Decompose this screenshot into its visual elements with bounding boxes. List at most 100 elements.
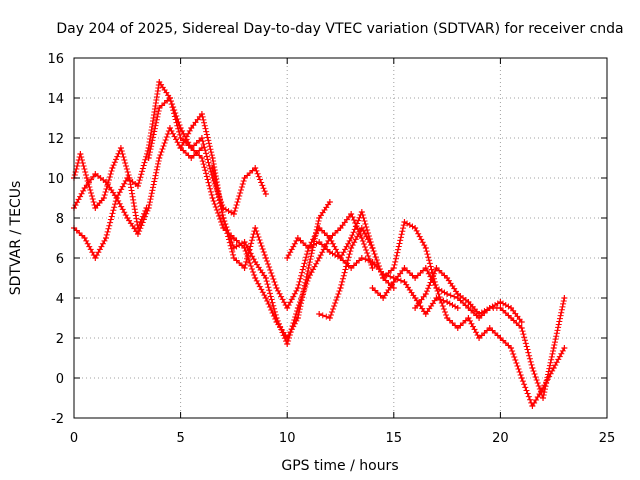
data-point bbox=[109, 165, 116, 171]
marker bbox=[545, 368, 552, 375]
marker bbox=[290, 243, 297, 250]
marker bbox=[255, 280, 262, 287]
marker bbox=[334, 227, 341, 234]
marker bbox=[159, 146, 166, 152]
data-point bbox=[316, 255, 323, 261]
marker bbox=[428, 276, 435, 283]
marker bbox=[258, 243, 265, 249]
marker bbox=[75, 196, 82, 203]
marker bbox=[146, 199, 153, 206]
marker bbox=[228, 245, 235, 252]
marker bbox=[304, 278, 311, 284]
marker bbox=[214, 188, 221, 195]
data-point bbox=[262, 295, 269, 301]
marker bbox=[263, 258, 270, 264]
marker bbox=[306, 262, 313, 269]
marker bbox=[210, 170, 217, 177]
marker bbox=[436, 294, 443, 300]
marker bbox=[174, 139, 181, 146]
marker bbox=[306, 259, 313, 266]
marker bbox=[148, 190, 155, 197]
marker bbox=[553, 330, 560, 337]
marker bbox=[151, 178, 158, 185]
marker bbox=[298, 272, 305, 279]
data-point bbox=[348, 235, 355, 241]
marker bbox=[124, 169, 131, 175]
marker bbox=[471, 326, 478, 333]
data-point bbox=[273, 315, 280, 321]
marker bbox=[80, 187, 87, 194]
marker bbox=[546, 362, 553, 369]
marker bbox=[104, 228, 111, 235]
data-point bbox=[102, 235, 109, 241]
marker bbox=[270, 302, 277, 309]
marker bbox=[256, 237, 263, 243]
marker bbox=[213, 207, 220, 213]
marker bbox=[80, 163, 87, 169]
marker bbox=[122, 212, 129, 219]
marker bbox=[202, 167, 209, 174]
marker bbox=[267, 293, 274, 300]
marker bbox=[78, 157, 85, 163]
data-point bbox=[369, 265, 376, 271]
marker bbox=[247, 243, 254, 250]
marker bbox=[140, 216, 147, 223]
marker bbox=[285, 335, 292, 341]
marker bbox=[360, 215, 367, 221]
marker bbox=[121, 157, 128, 163]
marker bbox=[211, 173, 218, 180]
data-point bbox=[209, 195, 216, 201]
marker bbox=[89, 196, 96, 202]
marker bbox=[206, 162, 213, 169]
marker bbox=[291, 317, 298, 323]
marker bbox=[233, 202, 240, 208]
marker bbox=[152, 172, 159, 179]
data-point bbox=[92, 255, 99, 261]
marker bbox=[468, 320, 475, 327]
marker bbox=[315, 217, 322, 224]
marker bbox=[302, 284, 309, 290]
marker bbox=[527, 396, 534, 403]
series-3 bbox=[71, 125, 205, 261]
marker bbox=[544, 374, 551, 381]
marker bbox=[349, 232, 356, 239]
marker bbox=[139, 168, 146, 175]
marker bbox=[441, 289, 448, 296]
marker bbox=[238, 187, 245, 193]
data-point bbox=[209, 165, 216, 171]
marker bbox=[259, 182, 266, 189]
marker bbox=[313, 240, 320, 247]
marker bbox=[269, 273, 276, 279]
marker bbox=[82, 169, 89, 175]
marker bbox=[426, 260, 433, 267]
marker bbox=[210, 198, 217, 204]
marker bbox=[547, 359, 554, 366]
marker bbox=[516, 316, 523, 323]
marker bbox=[258, 179, 265, 186]
marker bbox=[123, 163, 130, 169]
marker bbox=[303, 281, 310, 287]
marker bbox=[398, 231, 405, 238]
marker bbox=[281, 299, 288, 306]
marker bbox=[133, 218, 140, 225]
marker bbox=[331, 243, 338, 250]
marker bbox=[289, 323, 296, 329]
marker bbox=[272, 311, 279, 318]
marker bbox=[203, 173, 210, 180]
marker bbox=[133, 215, 140, 222]
marker bbox=[298, 269, 305, 276]
marker bbox=[268, 296, 275, 303]
marker bbox=[221, 218, 228, 225]
marker bbox=[522, 337, 528, 344]
marker bbox=[510, 351, 517, 357]
marker bbox=[266, 264, 273, 270]
marker bbox=[260, 185, 267, 192]
marker bbox=[397, 277, 404, 284]
marker bbox=[288, 326, 295, 332]
marker bbox=[360, 241, 367, 247]
marker bbox=[293, 311, 300, 317]
marker bbox=[147, 146, 154, 153]
marker bbox=[114, 153, 121, 160]
marker bbox=[96, 246, 103, 253]
marker bbox=[151, 128, 158, 135]
